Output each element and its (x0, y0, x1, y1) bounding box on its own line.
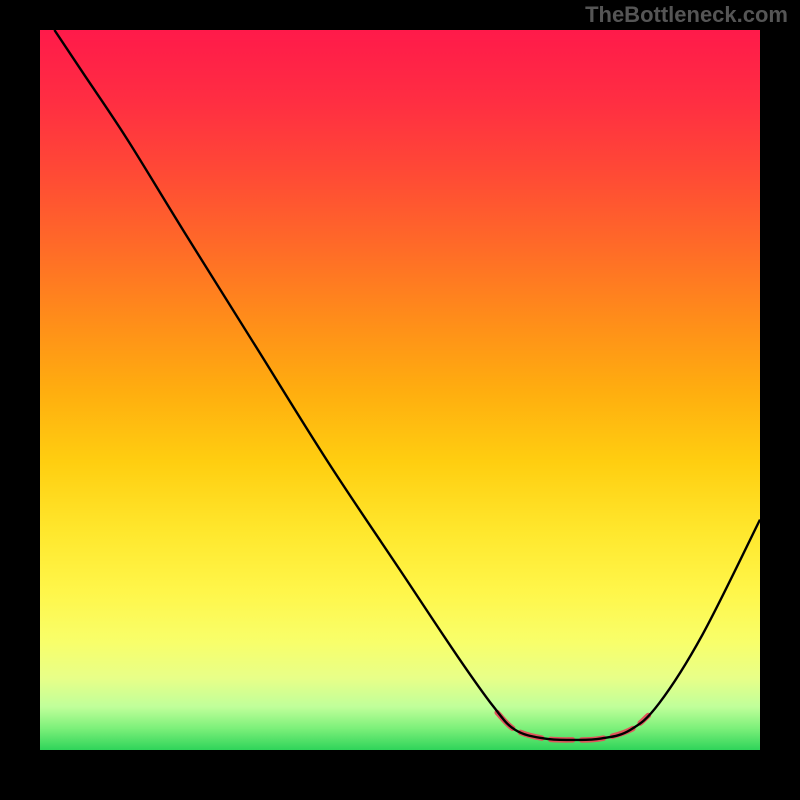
bottleneck-chart (40, 30, 760, 750)
chart-svg (40, 30, 760, 750)
chart-background (40, 30, 760, 750)
watermark-text: TheBottleneck.com (585, 2, 788, 28)
